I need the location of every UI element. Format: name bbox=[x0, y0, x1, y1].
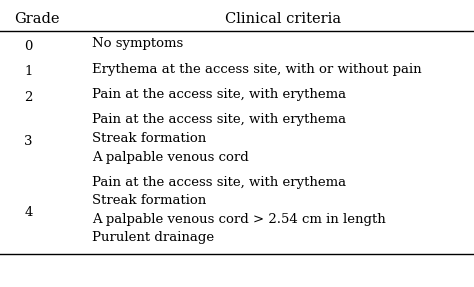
Text: 1: 1 bbox=[24, 65, 33, 78]
Text: Streak formation: Streak formation bbox=[92, 195, 207, 208]
Text: 2: 2 bbox=[24, 91, 33, 104]
Text: Grade: Grade bbox=[14, 12, 60, 26]
Text: Streak formation: Streak formation bbox=[92, 132, 207, 145]
Text: Pain at the access site, with erythema: Pain at the access site, with erythema bbox=[92, 113, 346, 127]
Text: Purulent drainage: Purulent drainage bbox=[92, 232, 215, 245]
Text: 3: 3 bbox=[24, 135, 33, 148]
Text: A palpable venous cord > 2.54 cm in length: A palpable venous cord > 2.54 cm in leng… bbox=[92, 213, 386, 226]
Text: Clinical criteria: Clinical criteria bbox=[225, 12, 341, 26]
Text: Pain at the access site, with erythema: Pain at the access site, with erythema bbox=[92, 88, 346, 101]
Text: 4: 4 bbox=[24, 207, 33, 220]
Text: Pain at the access site, with erythema: Pain at the access site, with erythema bbox=[92, 176, 346, 189]
Text: A palpable venous cord: A palpable venous cord bbox=[92, 150, 249, 164]
Text: 0: 0 bbox=[24, 40, 33, 53]
Text: Erythema at the access site, with or without pain: Erythema at the access site, with or wit… bbox=[92, 63, 422, 75]
Text: No symptoms: No symptoms bbox=[92, 37, 184, 50]
